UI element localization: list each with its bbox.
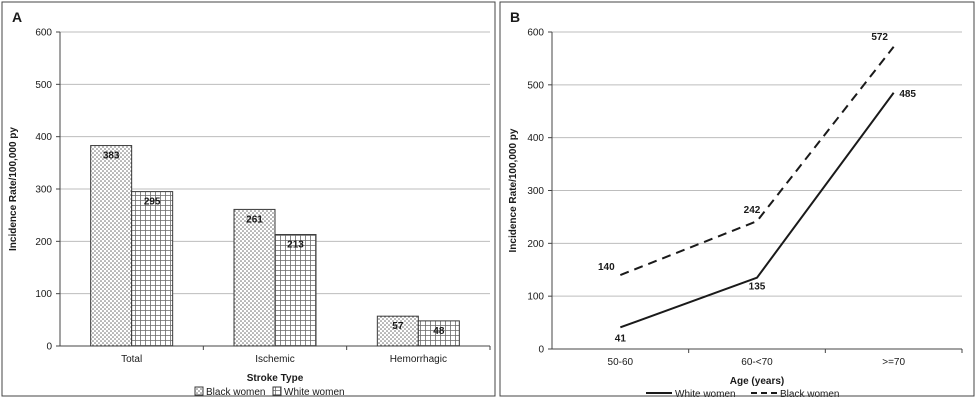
- panel-b-legend-label: White women: [675, 389, 736, 399]
- panel-b-data-label: 485: [899, 89, 916, 100]
- panel-a-letter: A: [12, 9, 22, 25]
- panel-a: A Incidence Rate/100,000 py Stroke Type …: [1, 1, 496, 398]
- panel-a-frame: [1, 1, 496, 397]
- panel-b-data-label: 242: [744, 205, 761, 216]
- panel-b-y-tick-label: 200: [527, 239, 544, 250]
- panel-a-y-axis-title: Incidence Rate/100,000 py: [8, 127, 19, 251]
- panel-b-y-axis-title: Incidence Rate/100,000 py: [508, 128, 519, 252]
- panel-a-bar: [274, 234, 317, 347]
- panel-b-y-tick-label: 0: [538, 345, 544, 356]
- panel-a-legend-swatch: [194, 386, 204, 396]
- panel-b-series-line: [619, 92, 895, 329]
- panel-b: B Incidence Rate/100,000 py Age (years) …: [499, 1, 975, 399]
- panel-a-legend-label: Black women: [206, 387, 265, 398]
- panel-a-bar: [417, 320, 460, 347]
- panel-a-bar: [376, 315, 419, 347]
- panel-b-y-tick-label: 100: [527, 292, 544, 303]
- panel-b-y-tick-label: 300: [527, 186, 544, 197]
- panel-b-y-tick-label: 600: [527, 28, 544, 39]
- panel-a-bar: [131, 191, 174, 347]
- panel-b-y-tick-label: 500: [527, 80, 544, 91]
- panel-a-y-tick-label: 100: [35, 289, 52, 300]
- panel-b-data-label: 135: [749, 282, 766, 293]
- panel-a-x-tick-label: Total: [121, 354, 142, 365]
- panel-a-data-label: 48: [433, 326, 445, 337]
- panel-b-legend: White women Black women: [646, 389, 839, 399]
- panel-a-x-tick-label: Ischemic: [255, 354, 294, 365]
- panel-a-y-tick-label: 500: [35, 80, 52, 91]
- panel-b-data-label: 140: [598, 262, 615, 273]
- panel-a-y-tick-label: 600: [35, 28, 52, 39]
- panel-b-letter: B: [510, 9, 520, 25]
- panel-b-data-label: 572: [871, 32, 888, 43]
- panel-a-bar: [233, 208, 276, 347]
- panel-a-y-tick-label: 200: [35, 237, 52, 248]
- panel-b-x-tick-label: 60-<70: [741, 357, 773, 368]
- panel-a-legend-label: White women: [284, 387, 345, 398]
- panel-b-legend-label: Black women: [780, 389, 839, 399]
- panel-b-series-line: [619, 46, 895, 276]
- panel-a-bar: [90, 145, 133, 347]
- panel-a-legend: Black women White women: [194, 386, 345, 398]
- panel-a-data-label: 383: [103, 151, 120, 162]
- panel-a-x-axis-title: Stroke Type: [247, 373, 304, 384]
- panel-a-legend-swatch: [272, 386, 282, 396]
- panel-b-x-tick-label: >=70: [882, 357, 905, 368]
- panel-b-x-axis-title: Age (years): [730, 376, 784, 387]
- panel-a-y-tick-label: 400: [35, 132, 52, 143]
- panel-a-data-label: 213: [287, 240, 304, 251]
- panel-a-data-label: 261: [246, 214, 263, 225]
- panel-a-y-tick-label: 300: [35, 185, 52, 196]
- panel-a-y-tick-label: 0: [46, 342, 52, 353]
- panel-a-data-label: 295: [144, 197, 161, 208]
- panel-b-data-label: 41: [615, 333, 627, 344]
- panel-a-x-tick-label: Hemorrhagic: [390, 354, 447, 365]
- panel-a-data-label: 57: [392, 321, 404, 332]
- panel-b-y-tick-label: 400: [527, 133, 544, 144]
- panel-b-frame: [499, 1, 975, 397]
- panel-b-x-tick-label: 50-60: [608, 357, 634, 368]
